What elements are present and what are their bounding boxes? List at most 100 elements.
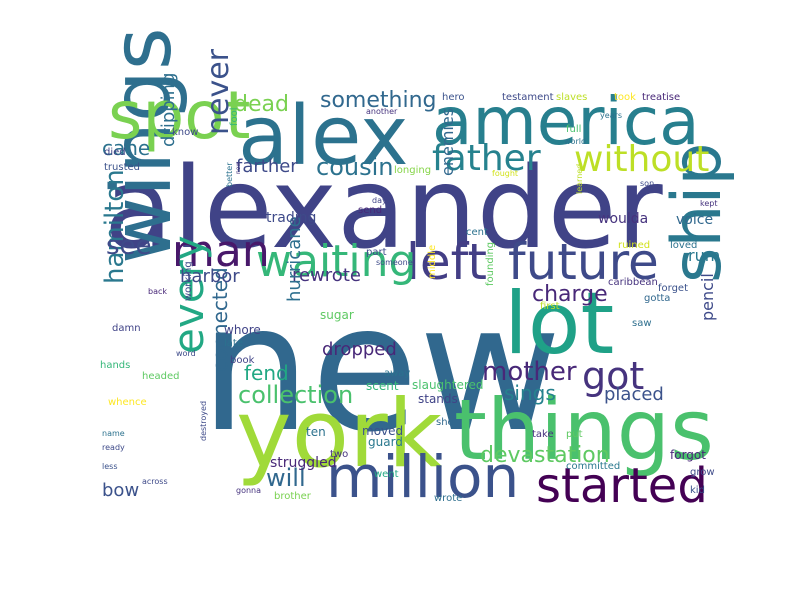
word-mother: mother bbox=[482, 357, 577, 387]
word-take: take bbox=[532, 429, 554, 440]
word-away: away bbox=[384, 368, 411, 379]
word-see: see bbox=[106, 231, 152, 261]
word-kept: kept bbox=[700, 199, 718, 208]
word-now: now bbox=[235, 161, 242, 174]
word-gotta: gotta bbox=[644, 293, 671, 304]
word-stands: stands bbox=[418, 392, 458, 406]
word-hero: hero bbox=[442, 92, 465, 103]
word-moved: moved bbox=[362, 424, 404, 438]
word-whence: whence bbox=[108, 397, 147, 408]
word-lot: lot bbox=[504, 274, 615, 374]
word-farther: farther bbox=[236, 156, 298, 177]
word-fought: fought bbox=[492, 169, 519, 178]
word-went: went bbox=[374, 469, 399, 480]
word-part: part bbox=[366, 247, 387, 258]
word-committed: committed bbox=[566, 461, 621, 472]
word-without: without bbox=[574, 139, 710, 180]
word-hamilton: hamilton bbox=[100, 169, 130, 284]
word-slaves: slaves bbox=[556, 92, 588, 103]
word-grow: grow bbox=[690, 467, 715, 478]
word-working: working bbox=[183, 261, 194, 301]
word-future: future bbox=[508, 233, 659, 291]
word-dropped: dropped bbox=[322, 339, 397, 360]
word-waiting: waiting bbox=[256, 236, 417, 287]
word-cent: cent bbox=[466, 227, 488, 238]
word-middle: middle bbox=[427, 244, 438, 279]
word-first: first bbox=[540, 301, 560, 312]
word-learned: learned bbox=[575, 163, 584, 194]
word-founding: founding bbox=[485, 241, 496, 286]
word-another: another bbox=[366, 107, 398, 116]
word-ten: ten bbox=[306, 425, 326, 439]
word-know: know bbox=[172, 127, 199, 138]
word-scent: scent bbox=[366, 379, 399, 393]
word-someone: someone bbox=[376, 258, 413, 267]
word-brother: brother bbox=[274, 491, 311, 502]
word-trading: trading bbox=[266, 210, 317, 226]
word-loved: loved bbox=[670, 240, 698, 251]
word-left: left bbox=[406, 233, 487, 291]
word-day: day bbox=[372, 196, 387, 205]
word-book: book bbox=[230, 355, 255, 366]
word-father: father bbox=[432, 138, 541, 179]
word-harbor: harbor bbox=[180, 266, 240, 287]
word-guard: guard bbox=[368, 435, 403, 449]
word-send: send bbox=[358, 205, 383, 216]
word-man: man bbox=[172, 226, 270, 277]
word-saw: saw bbox=[632, 318, 652, 329]
word-will: will bbox=[266, 464, 306, 492]
word-ruined: ruined bbox=[618, 240, 651, 251]
word-name: name bbox=[102, 429, 125, 438]
word-fool: fool bbox=[229, 107, 240, 126]
word-devastation: devastation bbox=[480, 443, 610, 468]
word-got: got bbox=[582, 354, 645, 398]
word-shot: shot bbox=[436, 417, 458, 428]
word-hurricane: hurricane bbox=[284, 216, 305, 302]
word-destroyed: destroyed bbox=[199, 400, 208, 441]
word-woulda: woulda bbox=[598, 211, 649, 227]
word-world: world bbox=[564, 137, 587, 146]
word-died: died bbox=[104, 147, 126, 158]
word-less: less bbox=[102, 462, 118, 471]
word-something: something bbox=[320, 88, 437, 113]
word-struggled: struggled bbox=[270, 455, 337, 471]
word-headed: headed bbox=[142, 371, 180, 382]
word-forget: forget bbox=[658, 283, 688, 294]
word-voice: voice bbox=[676, 212, 714, 228]
word-cousin: cousin bbox=[316, 153, 394, 181]
word-son: son bbox=[640, 179, 655, 188]
word-dead: dead bbox=[234, 92, 289, 117]
word-placed: placed bbox=[604, 384, 664, 405]
word-ready: ready bbox=[102, 443, 125, 452]
word-york: york bbox=[236, 380, 443, 489]
word-fend: fend bbox=[244, 361, 289, 385]
word-full: full bbox=[566, 124, 582, 135]
word-sugar: sugar bbox=[320, 308, 354, 322]
word-testament: testament bbox=[502, 92, 554, 103]
word-trusted: trusted bbox=[104, 162, 141, 173]
word-rum: rum bbox=[688, 246, 721, 265]
word-put: put bbox=[566, 429, 583, 440]
word-treatise: treatise bbox=[642, 92, 681, 103]
word-back: back bbox=[148, 287, 168, 296]
word-years: years bbox=[600, 111, 623, 120]
word-gonna: gonna bbox=[236, 486, 262, 495]
word-late: late bbox=[224, 338, 243, 349]
word-alexander: alexander bbox=[104, 144, 663, 274]
word-caribbean: caribbean bbox=[608, 277, 658, 288]
word-sings: sings bbox=[504, 381, 556, 405]
word-pencil: pencil bbox=[698, 273, 717, 321]
word-charge: charge bbox=[532, 282, 608, 307]
word-spot: spot bbox=[108, 77, 251, 154]
word-across: across bbox=[142, 477, 168, 486]
word-collection: collection bbox=[238, 381, 354, 409]
word-whore: whore bbox=[224, 323, 261, 337]
word-wrote: wrote bbox=[434, 493, 463, 504]
word-two: two bbox=[330, 449, 349, 460]
word-slaughtered: slaughtered bbox=[412, 378, 484, 392]
word-bow: bow bbox=[102, 480, 140, 501]
word-word: word bbox=[176, 349, 196, 358]
word-new: new bbox=[200, 268, 562, 471]
